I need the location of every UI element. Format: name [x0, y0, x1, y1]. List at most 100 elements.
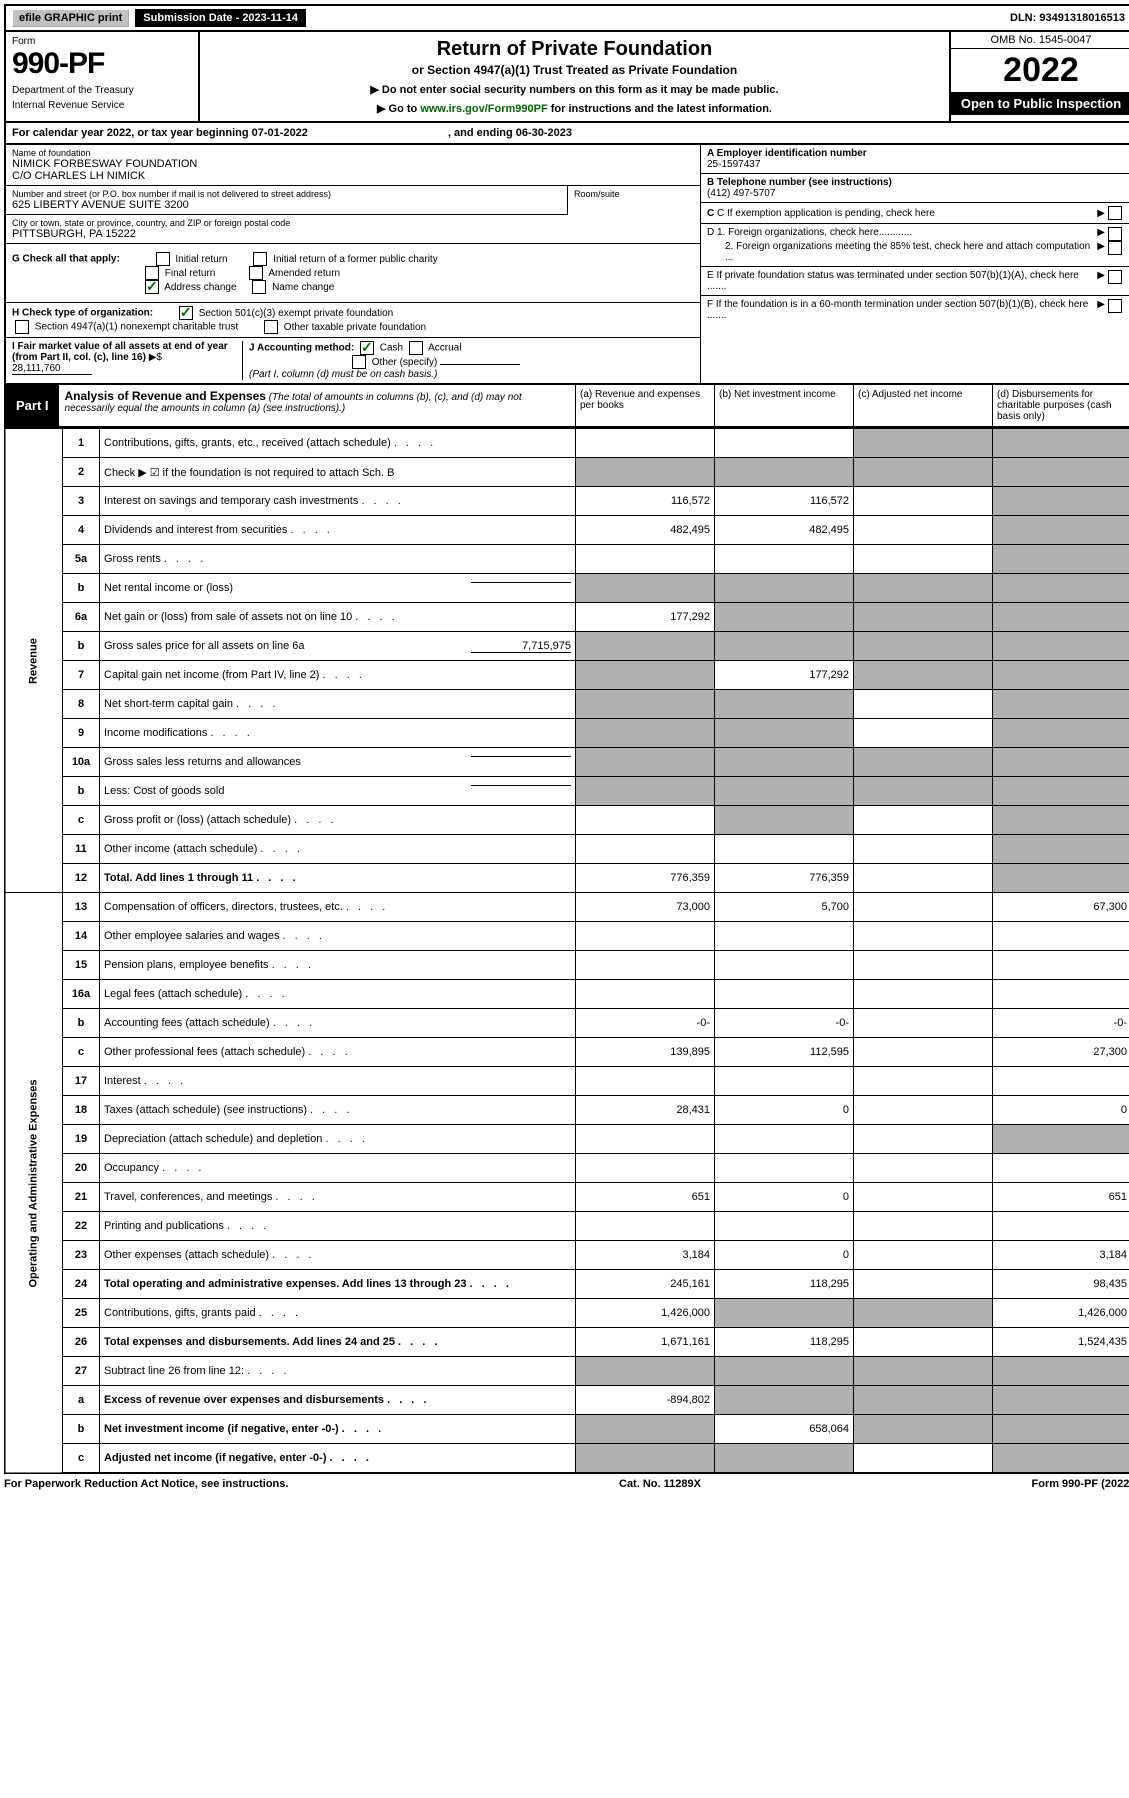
initial-return-cb[interactable] — [156, 252, 170, 266]
row-desc: Interest . . . . — [100, 1067, 576, 1096]
identity-grid: Name of foundation NIMICK FORBESWAY FOUN… — [4, 145, 1129, 385]
d2-cb[interactable] — [1108, 241, 1122, 255]
d1-cb[interactable] — [1108, 227, 1122, 241]
cash-cb[interactable] — [360, 341, 374, 355]
col-d: (d) Disbursements for charitable purpose… — [992, 385, 1129, 426]
amended-cb[interactable] — [249, 266, 263, 280]
value-cell — [993, 574, 1129, 603]
value-cell: 177,292 — [715, 661, 854, 690]
table-row: 18Taxes (attach schedule) (see instructi… — [5, 1096, 1129, 1125]
value-cell: 776,359 — [576, 864, 715, 893]
value-cell: 3,184 — [993, 1241, 1129, 1270]
j-note: (Part I, column (d) must be on cash basi… — [249, 369, 437, 380]
value-cell — [993, 661, 1129, 690]
value-cell — [576, 632, 715, 661]
form-number: 990-PF — [12, 47, 192, 81]
value-cell — [993, 748, 1129, 777]
value-cell — [854, 777, 993, 806]
value-cell: 1,426,000 — [576, 1299, 715, 1328]
accrual-cb[interactable] — [409, 341, 423, 355]
table-row: Operating and Administrative Expenses13C… — [5, 893, 1129, 922]
value-cell — [576, 1154, 715, 1183]
row-desc: Net short-term capital gain . . . . — [100, 690, 576, 719]
omb: OMB No. 1545-0047 — [951, 32, 1129, 49]
value-cell — [993, 603, 1129, 632]
value-cell — [854, 690, 993, 719]
e-cb[interactable] — [1108, 270, 1122, 284]
row-number: 4 — [63, 516, 100, 545]
value-cell: 116,572 — [715, 487, 854, 516]
value-cell — [715, 603, 854, 632]
other-method-cb[interactable] — [352, 355, 366, 369]
table-row: aExcess of revenue over expenses and dis… — [5, 1386, 1129, 1415]
row-desc: Total expenses and disbursements. Add li… — [100, 1328, 576, 1357]
row-desc: Contributions, gifts, grants, etc., rece… — [100, 429, 576, 458]
table-row: 17Interest . . . . — [5, 1067, 1129, 1096]
value-cell: 5,700 — [715, 893, 854, 922]
f-cb[interactable] — [1108, 299, 1122, 313]
value-cell: 1,524,435 — [993, 1328, 1129, 1357]
row-number: 1 — [63, 429, 100, 458]
value-cell — [993, 458, 1129, 487]
table-row: 5aGross rents . . . . — [5, 545, 1129, 574]
value-cell — [854, 487, 993, 516]
value-cell — [854, 1125, 993, 1154]
table-row: 9Income modifications . . . . — [5, 719, 1129, 748]
row-desc: Gross profit or (loss) (attach schedule)… — [100, 806, 576, 835]
dln: DLN: 93491318016513 — [1004, 6, 1129, 30]
table-row: 19Depreciation (attach schedule) and dep… — [5, 1125, 1129, 1154]
value-cell — [576, 545, 715, 574]
value-cell — [715, 1299, 854, 1328]
table-row: 24Total operating and administrative exp… — [5, 1270, 1129, 1299]
addr: 625 LIBERTY AVENUE SUITE 3200 — [12, 199, 561, 211]
row-number: b — [63, 574, 100, 603]
value-cell — [854, 806, 993, 835]
efile-print-button[interactable]: efile GRAPHIC print — [12, 9, 129, 27]
revenue-side-label: Revenue — [5, 429, 63, 893]
value-cell: 67,300 — [993, 893, 1129, 922]
other-taxable-cb[interactable] — [264, 320, 278, 334]
row-number: 21 — [63, 1183, 100, 1212]
g-label: G Check all that apply: — [12, 254, 120, 265]
501c3-cb[interactable] — [179, 306, 193, 320]
value-cell: 98,435 — [993, 1270, 1129, 1299]
address-change-cb[interactable] — [145, 280, 159, 294]
row-number: c — [63, 806, 100, 835]
top-bar: efile GRAPHIC print Submission Date - 20… — [4, 4, 1129, 32]
row-number: 2 — [63, 458, 100, 487]
value-cell — [993, 429, 1129, 458]
value-cell — [854, 1270, 993, 1299]
value-cell — [993, 632, 1129, 661]
initial-former-cb[interactable] — [253, 252, 267, 266]
value-cell — [854, 922, 993, 951]
row-number: 18 — [63, 1096, 100, 1125]
value-cell — [993, 1415, 1129, 1444]
row-number: 5a — [63, 545, 100, 574]
a-label: A Employer identification number — [707, 148, 867, 159]
row-number: 23 — [63, 1241, 100, 1270]
c-cb[interactable] — [1108, 206, 1122, 220]
form-link[interactable]: www.irs.gov/Form990PF — [420, 103, 547, 115]
value-cell — [854, 1038, 993, 1067]
open-public: Open to Public Inspection — [951, 92, 1129, 115]
name-change-cb[interactable] — [252, 280, 266, 294]
value-cell — [576, 922, 715, 951]
4947-cb[interactable] — [15, 320, 29, 334]
row-number: 24 — [63, 1270, 100, 1299]
table-row: cAdjusted net income (if negative, enter… — [5, 1444, 1129, 1474]
value-cell — [993, 1444, 1129, 1474]
value-cell — [993, 777, 1129, 806]
value-cell: 0 — [715, 1096, 854, 1125]
i-val: 28,111,760 — [12, 363, 92, 375]
row-number: 7 — [63, 661, 100, 690]
value-cell: 112,595 — [715, 1038, 854, 1067]
value-cell: 1,671,161 — [576, 1328, 715, 1357]
value-cell — [854, 661, 993, 690]
value-cell — [993, 951, 1129, 980]
b-label: B Telephone number (see instructions) — [707, 177, 892, 188]
value-cell — [576, 1444, 715, 1474]
table-row: 21Travel, conferences, and meetings . . … — [5, 1183, 1129, 1212]
value-cell: 118,295 — [715, 1328, 854, 1357]
value-cell — [993, 1125, 1129, 1154]
row-desc: Dividends and interest from securities .… — [100, 516, 576, 545]
